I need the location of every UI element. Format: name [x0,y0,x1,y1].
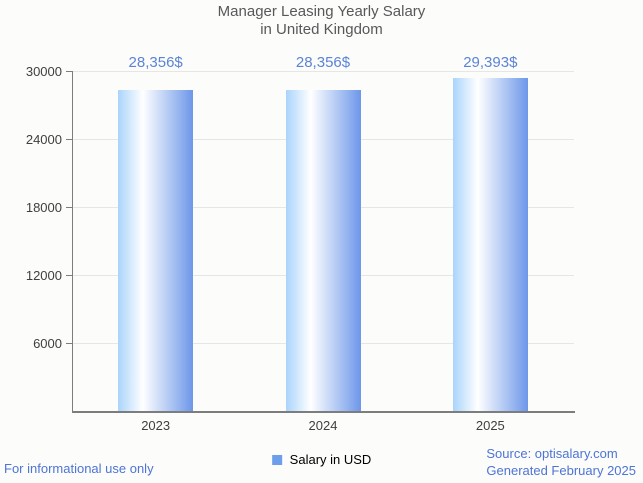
y-tick-label: 24000 [25,132,62,147]
bar-value-label: 28,356$ [128,54,183,71]
y-tick-label: 18000 [25,200,62,215]
y-axis-line [72,71,74,412]
bar-value-label: 29,393$ [463,54,518,71]
generated-line: Generated February 2025 [486,463,636,478]
legend-label: Salary in USD [289,452,372,467]
source-line: Source: optisalary.com [486,446,618,461]
legend-swatch-icon [271,454,282,465]
bar-value-label: 28,356$ [295,54,351,71]
y-tick-label: 30000 [25,64,62,79]
bar-2023 [118,89,194,411]
disclaimer-text: For informational use only [4,461,154,476]
chart-title-line1: Manager Leasing Yearly Salary [217,3,426,20]
gridline [72,71,574,72]
bar-2024 [285,89,361,411]
x-category-label: 2024 [308,418,338,433]
y-tick-label: 12000 [25,268,62,283]
x-category-label: 2023 [141,418,171,433]
y-tick-label: 6000 [33,336,62,351]
x-axis-line [72,411,575,413]
chart-title: Manager Leasing Yearly Salary in United … [0,3,643,39]
chart-title-line2: in United Kingdom [260,21,383,38]
bar-2025 [452,77,528,411]
y-axis-tick [66,275,72,276]
source-info: Source: optisalary.com Generated Februar… [486,445,636,479]
y-axis-tick [66,71,72,72]
x-category-label: 2025 [475,418,505,433]
y-axis-tick [66,343,72,344]
y-axis-tick [66,207,72,208]
y-axis-tick [66,139,72,140]
legend: Salary in USD [271,452,372,467]
